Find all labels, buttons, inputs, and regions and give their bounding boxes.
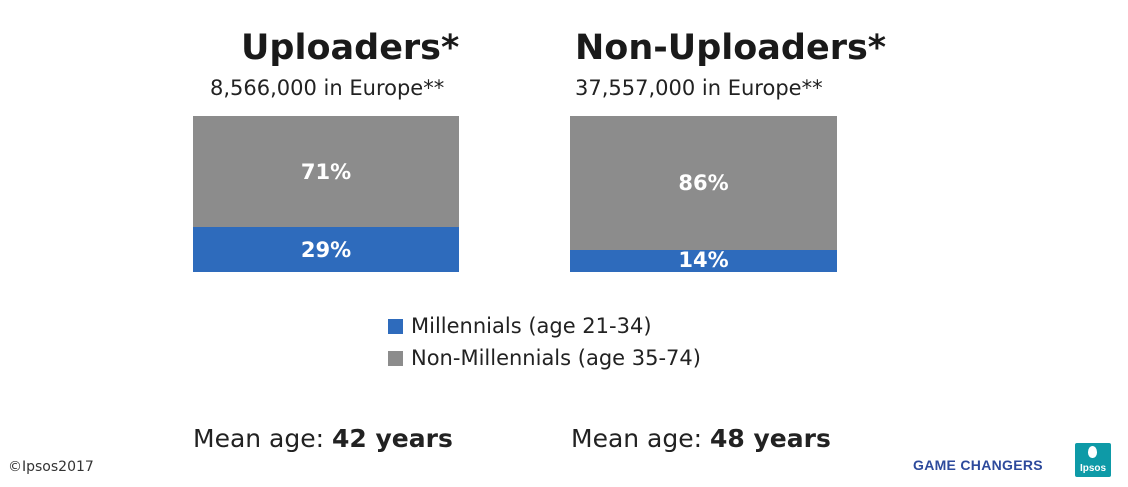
non-uploaders-population: 37,557,000 in Europe** <box>575 76 823 100</box>
non-uploaders-millennials-label: 14% <box>678 248 729 272</box>
copyright-text: ©Ipsos2017 <box>8 459 94 475</box>
mean-age-value: 48 years <box>710 424 831 453</box>
uploaders-millennials-segment <box>193 227 459 272</box>
non-uploaders-millennials-segment <box>570 250 837 272</box>
non-uploaders-bar: 86% 14% <box>570 116 837 272</box>
legend-label-millennials: Millennials (age 21-34) <box>411 314 652 338</box>
non-uploaders-title: Non-Uploaders* <box>575 28 887 68</box>
uploaders-non-millennials-label: 71% <box>300 159 352 184</box>
ipsos-logo: Ipsos <box>1075 443 1111 477</box>
mean-age-prefix: Mean age: <box>193 424 333 453</box>
uploaders-title: Uploaders* <box>241 28 460 68</box>
legend-label-non-millennials: Non-Millennials (age 35-74) <box>411 346 701 370</box>
legend-item-non-millennials: Non-Millennials (age 35-74) <box>388 342 701 374</box>
uploaders-population: 8,566,000 in Europe** <box>210 76 445 100</box>
non-uploaders-mean-age: Mean age: 48 years <box>571 424 831 453</box>
uploaders-non-millennials-segment <box>193 116 459 227</box>
legend-swatch-non-millennials <box>388 350 403 366</box>
legend-item-millennials: Millennials (age 21-34) <box>388 310 701 342</box>
mean-age-prefix: Mean age: <box>571 424 711 453</box>
uploaders-mean-age: Mean age: 42 years <box>193 424 453 453</box>
non-uploaders-non-millennials-segment <box>570 116 837 250</box>
legend-swatch-millennials <box>388 318 403 334</box>
logo-text: Ipsos <box>1079 463 1107 474</box>
legend: Millennials (age 21-34) Non-Millennials … <box>388 310 701 374</box>
mean-age-value: 42 years <box>332 424 453 453</box>
uploaders-bar: 71% 29% <box>193 116 459 272</box>
logo-mark-icon <box>1088 446 1097 458</box>
uploaders-millennials-label: 29% <box>300 237 352 262</box>
non-uploaders-non-millennials-label: 86% <box>678 171 729 195</box>
game-changers-brand: GAME CHANGERS <box>913 457 1043 473</box>
